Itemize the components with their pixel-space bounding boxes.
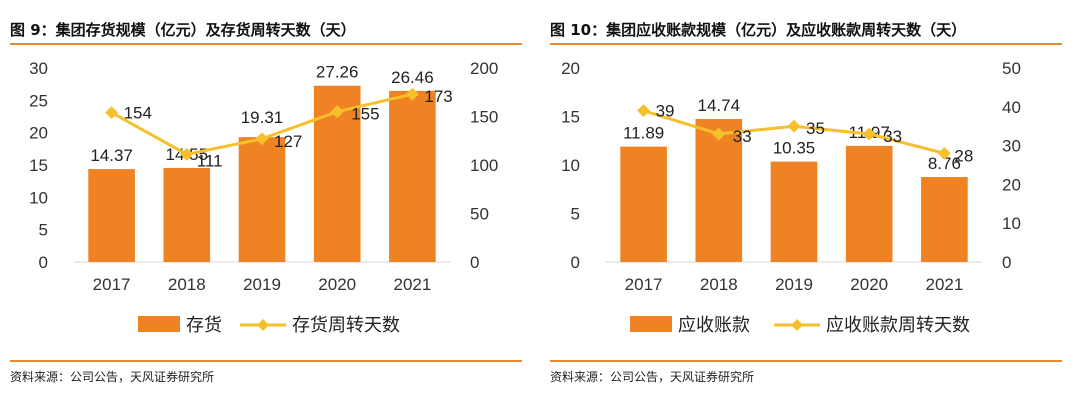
x-tick-label: 2020 bbox=[318, 275, 356, 294]
bar-2017 bbox=[88, 169, 135, 262]
line-value-label: 127 bbox=[274, 132, 302, 151]
footer-divider bbox=[550, 360, 1062, 362]
y-left-tick-label: 30 bbox=[29, 59, 48, 78]
y-right-tick-label: 100 bbox=[470, 156, 498, 175]
y-right-tick-label: 0 bbox=[470, 253, 479, 272]
bar-2021 bbox=[921, 177, 968, 262]
chart-panel-inventory: 图 9：集团存货规模（亿元）及存货周转天数（天） 0 5 10 15 20 25 30 0 50… bbox=[10, 0, 532, 405]
bar-value-label: 27.26 bbox=[316, 63, 359, 82]
line-value-label: 35 bbox=[806, 119, 825, 138]
legend-swatch-marker bbox=[791, 319, 803, 331]
bar-value-label: 19.31 bbox=[241, 108, 284, 127]
line-value-label: 173 bbox=[424, 87, 452, 106]
y-right-tick-label: 10 bbox=[1002, 214, 1021, 233]
legend-label-bar: 应收账款 bbox=[678, 315, 750, 335]
y-right-tick-label: 50 bbox=[470, 205, 489, 224]
legend-swatch-bar bbox=[630, 316, 672, 332]
bar-value-label: 26.46 bbox=[391, 68, 434, 87]
line-value-label: 111 bbox=[197, 151, 223, 170]
line-value-label: 155 bbox=[351, 105, 379, 124]
receivables-chart: 0 5 10 15 20 0 10 20 30 40 50 2017 11.89 2018 14.74 201… bbox=[561, 59, 1021, 335]
line-marker-2017 bbox=[105, 106, 119, 120]
bar-value-label: 14.37 bbox=[90, 146, 133, 165]
inventory-chart: 051015202530050100150200201714.37201814.… bbox=[29, 59, 498, 335]
bar-2021 bbox=[389, 90, 436, 262]
bar-2017 bbox=[620, 146, 667, 262]
bar-2018 bbox=[695, 119, 743, 262]
line-marker-2019 bbox=[787, 119, 801, 133]
legend-label-line: 应收账款周转天数 bbox=[826, 315, 970, 335]
footer-divider bbox=[10, 360, 522, 362]
line-marker-2018 bbox=[180, 147, 194, 161]
line-marker-2018 bbox=[712, 127, 726, 141]
y-left-tick-label: 20 bbox=[29, 124, 48, 143]
bar-value-label: 11.89 bbox=[623, 124, 664, 143]
y-left-tick-label: 10 bbox=[29, 188, 48, 207]
line-marker-2019 bbox=[255, 132, 269, 146]
bar-value-label: 14.74 bbox=[698, 96, 741, 115]
y-left-tick-label: 10 bbox=[561, 156, 580, 175]
line-value-label: 154 bbox=[124, 104, 152, 123]
line-value-label: 39 bbox=[656, 102, 675, 121]
y-left-tick-label: 5 bbox=[39, 221, 48, 240]
x-tick-label: 2021 bbox=[925, 275, 963, 294]
y-left-tick-label: 5 bbox=[571, 205, 580, 224]
y-left-tick-label: 15 bbox=[29, 156, 48, 175]
chart-title: 图 10：集团应收账款规模（亿元）及应收账款周转天数（天） bbox=[550, 21, 967, 39]
bar-2019 bbox=[238, 137, 286, 262]
y-right-tick-label: 30 bbox=[1002, 137, 1021, 156]
legend-swatch-bar bbox=[138, 316, 180, 332]
x-tick-label: 2017 bbox=[625, 275, 663, 294]
y-right-tick-label: 200 bbox=[470, 59, 498, 78]
line-marker-2020 bbox=[330, 105, 344, 119]
x-tick-label: 2018 bbox=[700, 275, 738, 294]
y-right-tick-label: 20 bbox=[1002, 175, 1021, 194]
y-left-tick-label: 0 bbox=[571, 253, 580, 272]
bar-2018 bbox=[163, 167, 211, 262]
y-right-tick-label: 50 bbox=[1002, 59, 1021, 78]
line-marker-2021 bbox=[937, 146, 951, 160]
y-right-tick-label: 150 bbox=[470, 108, 498, 127]
bar-2020 bbox=[845, 145, 893, 262]
line-value-label: 28 bbox=[954, 146, 973, 165]
line-marker-2017 bbox=[637, 104, 651, 118]
source-note: 资料来源：公司公告，天风证券研究所 bbox=[10, 370, 215, 384]
x-tick-label: 2019 bbox=[243, 275, 281, 294]
line-marker-2021 bbox=[405, 87, 419, 101]
title-divider bbox=[10, 43, 522, 45]
title-divider bbox=[550, 43, 1062, 45]
y-left-tick-label: 20 bbox=[561, 59, 580, 78]
source-note: 资料来源：公司公告，天风证券研究所 bbox=[550, 370, 755, 384]
chart-panel-receivables: 图 10：集团应收账款规模（亿元）及应收账款周转天数（天） 0 5 10 15 20 0 1… bbox=[550, 0, 1072, 405]
bar-2019 bbox=[770, 161, 818, 262]
legend-label-bar: 存货 bbox=[186, 315, 222, 335]
line-value-label: 33 bbox=[883, 127, 902, 146]
y-right-tick-label: 0 bbox=[1002, 253, 1011, 272]
y-left-tick-label: 15 bbox=[561, 108, 580, 127]
x-tick-label: 2021 bbox=[393, 275, 431, 294]
x-tick-label: 2020 bbox=[850, 275, 888, 294]
legend-label-line: 存货周转天数 bbox=[292, 315, 400, 335]
x-tick-label: 2018 bbox=[168, 275, 206, 294]
x-tick-label: 2017 bbox=[93, 275, 131, 294]
bar-value-label: 8.76 bbox=[928, 154, 961, 173]
legend-swatch-marker bbox=[257, 319, 269, 331]
line-value-label: 33 bbox=[733, 127, 752, 146]
x-tick-label: 2019 bbox=[775, 275, 813, 294]
y-right-tick-label: 40 bbox=[1002, 98, 1021, 117]
y-left-tick-label: 0 bbox=[39, 253, 48, 272]
chart-title: 图 9：集团存货规模（亿元）及存货周转天数（天） bbox=[10, 21, 356, 39]
bar-value-label: 10.35 bbox=[773, 139, 816, 158]
y-left-tick-label: 25 bbox=[29, 91, 48, 110]
